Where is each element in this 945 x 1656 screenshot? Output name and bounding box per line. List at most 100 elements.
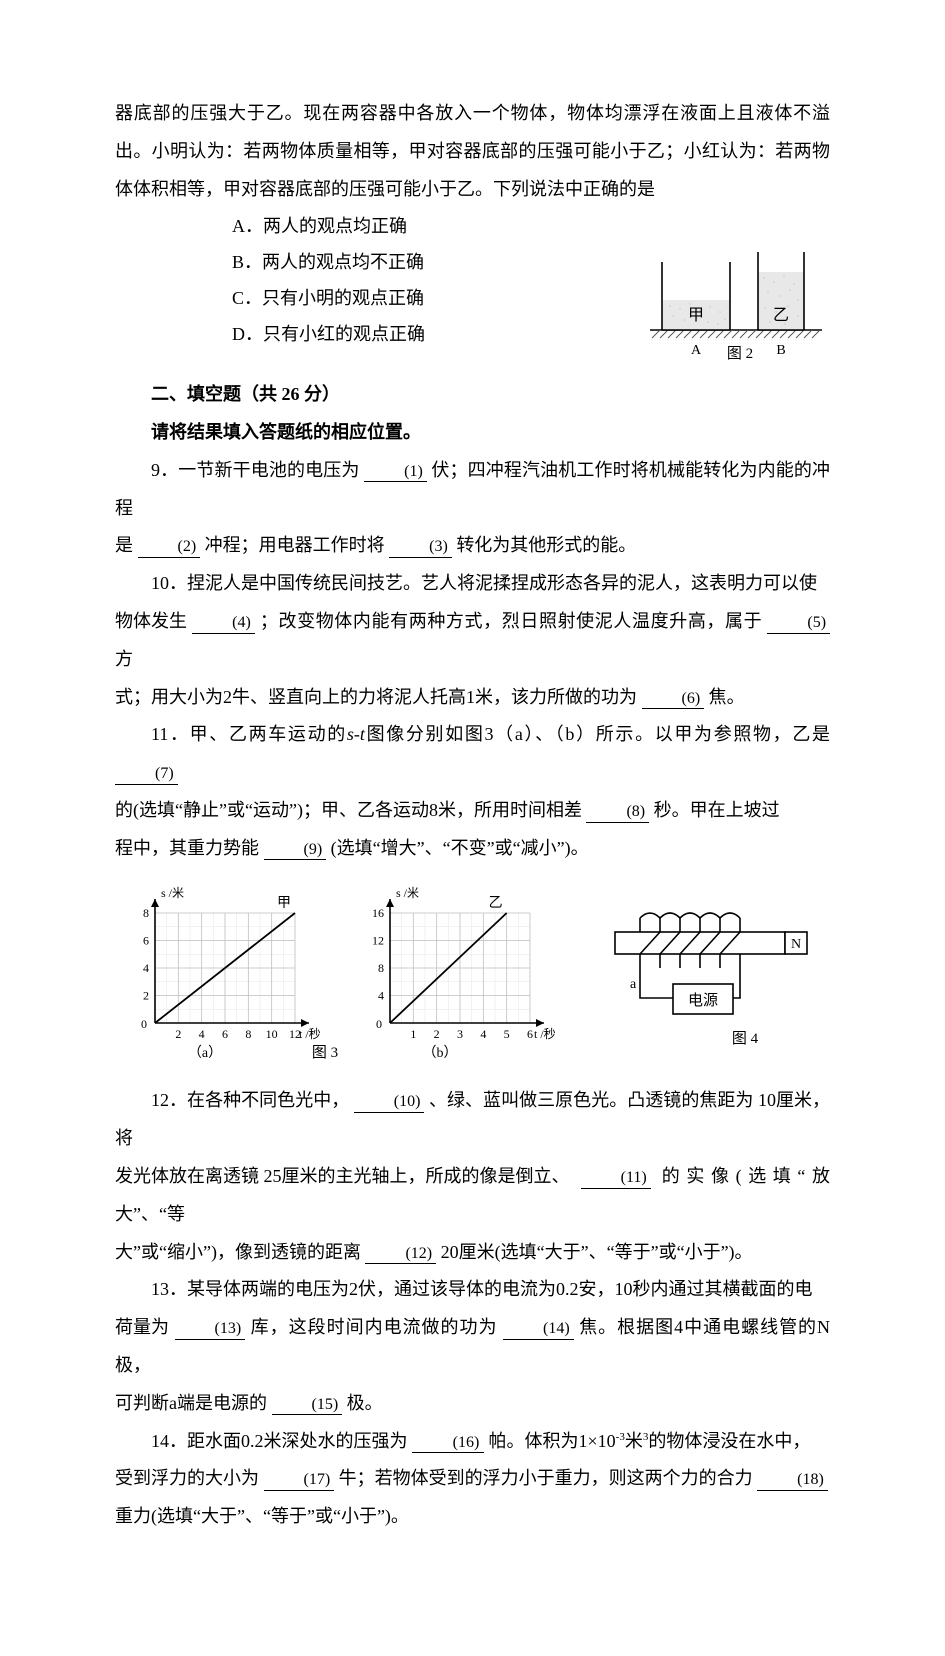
q13-t6: 极。 <box>347 1393 383 1413</box>
q10-t4: 方 <box>115 649 133 669</box>
svg-text:图 3: 图 3 <box>312 1044 338 1061</box>
intro-line-1: 器底部的压强大于乙。现在两容器中各放入一个物体，物体均漂浮在液面上且液体不溢 <box>115 103 830 123</box>
blank-4: (4) <box>192 615 255 634</box>
q14-t2: 帕。体积为1×10 <box>489 1431 616 1451</box>
q10-t6: 焦。 <box>709 687 745 707</box>
blank-10: (10) <box>354 1094 425 1113</box>
svg-text:2: 2 <box>175 1027 181 1041</box>
q10-t3: ；改变物体内能有两种方式，烈日照射使泥人温度升高，属于 <box>260 611 762 631</box>
svg-text:10: 10 <box>266 1027 278 1041</box>
problem-intro: 器底部的压强大于乙。现在两容器中各放入一个物体，物体均漂浮在液面上且液体不溢 出… <box>115 95 830 208</box>
q12-t3: 发光体放在离透镜 25厘米的主光轴上，所成的像是倒立、 <box>115 1158 570 1196</box>
q9-t4: 冲程；用电器工作时将 <box>205 535 385 555</box>
q14-t4: 牛；若物体受到的浮力小于重力，则这两个力的合力 <box>339 1468 753 1488</box>
q9-t3: 是 <box>115 527 133 565</box>
q10-t1: 10．捏泥人是中国传统民间技艺。艺人将泥揉捏成形态各异的泥人，这表明力可以使 <box>151 573 817 593</box>
q11-t1: 11．甲、乙两车运动的 <box>151 724 347 744</box>
figure-2: 甲 乙 A B 图 2 <box>640 212 830 376</box>
question-13: 13．某导体两端的电压为2伏，通过该导体的电流为0.2安，10秒内通过其横截面的… <box>115 1271 830 1422</box>
q11-t2: 的(选填“静止”或“运动”)；甲、乙各运动8米，所用时间相差 <box>115 792 582 830</box>
q11-t5: (选填“增大”、“不变”或“减小”)。 <box>331 838 589 858</box>
blank-7: (7) <box>115 766 178 785</box>
q9-t1: 9．一节新干电池的电压为 <box>151 460 360 480</box>
q14-t5: 重力(选填“大于”、“等于”或“小于”)。 <box>115 1498 409 1536</box>
svg-text:8: 8 <box>378 961 384 975</box>
svg-text:4: 4 <box>378 988 384 1002</box>
q14-t2b: 米 <box>625 1431 643 1451</box>
blank-3: (3) <box>389 539 452 558</box>
q11-t4: 程中，其重力势能 <box>115 830 259 868</box>
svg-text:4: 4 <box>143 961 149 975</box>
fig2-label-jia: 甲 <box>688 307 704 324</box>
q14-t3: 受到浮力的大小为 <box>115 1460 259 1498</box>
svg-text:8: 8 <box>245 1027 251 1041</box>
blank-8: (8) <box>586 804 649 823</box>
q10-t2: 物体发生 <box>115 603 187 641</box>
q13-t5: 可判断a端是电源的 <box>115 1385 267 1423</box>
svg-text:（a）: （a） <box>188 1045 222 1061</box>
blank-2: (2) <box>138 539 201 558</box>
question-14: 14．距水面0.2米深处水的压强为 (16) 帕。体积为1×10-3米3的物体浸… <box>115 1423 830 1536</box>
svg-text:12: 12 <box>372 933 384 947</box>
svg-text:6: 6 <box>143 933 149 947</box>
q12-t5: 大”或“缩小”)，像到透镜的距离 <box>115 1234 361 1272</box>
svg-text:16: 16 <box>372 906 384 920</box>
figure-3a: 0246810122468s /米t /秒甲（a）图 3 <box>115 878 340 1077</box>
fig4-a-label: a <box>630 977 637 992</box>
figure-3b: 0123456481216s /米t /秒乙（b） <box>350 878 575 1077</box>
blank-9: (9) <box>264 842 327 861</box>
svg-text:4: 4 <box>480 1027 486 1041</box>
question-11: 11．甲、乙两车运动的s-t图像分别如图3（a）、（b）所示。以甲为参照物，乙是… <box>115 716 830 867</box>
svg-text:0: 0 <box>376 1017 382 1031</box>
blank-13: (13) <box>175 1321 246 1340</box>
svg-text:6: 6 <box>527 1027 533 1041</box>
fig4-caption: 图 4 <box>732 1030 759 1047</box>
fig2-mark-b: B <box>776 343 785 358</box>
question-9: 9．一节新干电池的电压为 (1) 伏；四冲程汽油机工作时将机械能转化为内能的冲程… <box>115 452 830 565</box>
svg-text:8: 8 <box>143 906 149 920</box>
svg-text:2: 2 <box>143 988 149 1002</box>
fig2-label-yi: 乙 <box>773 307 789 324</box>
section-2-title: 二、填空题（共 26 分） <box>115 376 830 414</box>
svg-text:s /米: s /米 <box>396 886 419 900</box>
question-12: 12．在各种不同色光中， (10) 、绿、蓝叫做三原色光。凸透镜的焦距为 10厘… <box>115 1082 830 1271</box>
svg-text:0: 0 <box>141 1017 147 1031</box>
figure-4: 电源 N a 图 4 <box>585 888 830 1077</box>
q12-t6: 20厘米(选填“大于”、“等于”或“小于”)。 <box>441 1242 753 1262</box>
q11-t1b: 图像分别如图3（a）、（b）所示。以甲为参照物，乙是 <box>365 724 830 744</box>
blank-18: (18) <box>757 1472 828 1491</box>
fig4-power-label: 电源 <box>688 992 718 1009</box>
blank-14: (14) <box>503 1321 574 1340</box>
fig2-caption: 图 2 <box>727 345 753 362</box>
blank-1: (1) <box>364 464 427 483</box>
q13-t3: 库，这段时间内电流做的功为 <box>251 1317 498 1337</box>
q13-t1: 13．某导体两端的电压为2伏，通过该导体的电流为0.2安，10秒内通过其横截面的… <box>151 1279 813 1299</box>
blank-15: (15) <box>272 1397 343 1416</box>
blank-16: (16) <box>412 1435 484 1454</box>
svg-text:乙: 乙 <box>489 895 503 911</box>
blank-11: (11) <box>581 1170 651 1189</box>
q13-t2: 荷量为 <box>115 1309 169 1347</box>
q12-t1: 12．在各种不同色光中， <box>151 1090 349 1110</box>
blank-5: (5) <box>767 615 830 634</box>
blank-17: (17) <box>264 1472 335 1491</box>
section-2-subtitle: 请将结果填入答题纸的相应位置。 <box>115 414 830 452</box>
svg-text:2: 2 <box>434 1027 440 1041</box>
figure-row: 0246810122468s /米t /秒甲（a）图 3 01234564812… <box>115 878 830 1077</box>
intro-line-2: 出。小明认为：若两物体质量相等，甲对容器底部的压强可能小于乙；小红认为：若两物 <box>115 141 830 161</box>
svg-text:s /米: s /米 <box>161 886 184 900</box>
q9-t5: 转化为其他形式的能。 <box>456 535 636 555</box>
blank-12: (12) <box>365 1246 436 1265</box>
svg-text:t /秒: t /秒 <box>534 1027 556 1041</box>
q11-it: s-t <box>347 724 365 744</box>
svg-text:5: 5 <box>504 1027 510 1041</box>
blank-6: (6) <box>642 691 705 710</box>
svg-text:（b）: （b） <box>423 1045 458 1061</box>
svg-text:甲: 甲 <box>277 896 291 911</box>
q11-t3: 秒。甲在上坡过 <box>654 800 780 820</box>
svg-text:4: 4 <box>199 1027 205 1041</box>
question-10: 10．捏泥人是中国传统民间技艺。艺人将泥揉捏成形态各异的泥人，这表明力可以使 物… <box>115 565 830 716</box>
svg-text:6: 6 <box>222 1027 228 1041</box>
intro-line-3: 体体积相等，甲对容器底部的压强可能小于乙。下列说法中正确的是 <box>115 179 655 199</box>
svg-text:3: 3 <box>457 1027 463 1041</box>
